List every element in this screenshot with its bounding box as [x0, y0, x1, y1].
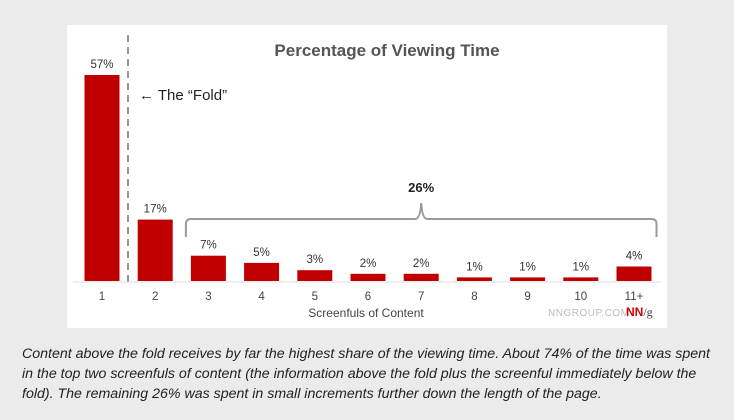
value-label-1: 57%: [90, 59, 113, 71]
chart-title: Percentage of Viewing Time: [274, 41, 499, 60]
value-label-4: 5%: [253, 247, 270, 259]
x-tick-10: 10: [574, 291, 587, 303]
value-label-5: 3%: [306, 254, 323, 266]
x-tick-8: 8: [471, 291, 477, 303]
x-tick-6: 6: [365, 291, 371, 303]
x-tick-3: 3: [205, 291, 211, 303]
bars-group: [84, 75, 652, 281]
bar-4: [244, 262, 280, 281]
fold-label: ← The “Fold”: [139, 87, 227, 104]
x-axis-label: Screenfuls of Content: [308, 306, 424, 320]
bar-11+: [616, 266, 652, 281]
value-labels-group: 57% 17% 7% 5% 3% 2% 2% 1% 1% 1% 4%: [90, 59, 642, 273]
x-tick-7: 7: [418, 291, 424, 303]
bar-8: [456, 277, 492, 281]
x-tick-1: 1: [99, 291, 105, 303]
value-label-9: 1%: [519, 261, 536, 273]
bar-2: [137, 219, 173, 281]
value-label-3: 7%: [200, 240, 217, 252]
bar-1: [84, 75, 120, 281]
nngroup-site-label: NNGROUP.COM: [548, 308, 629, 319]
bracket-label: 26%: [408, 180, 434, 195]
value-label-7: 2%: [413, 258, 430, 270]
value-label-11+: 4%: [626, 251, 643, 263]
value-label-8: 1%: [466, 261, 483, 273]
nng-logo: NN/g: [626, 305, 653, 319]
bar-9: [510, 277, 546, 281]
x-tick-labels-group: 1 2 3 4 5 6 7 8 9 10 11+: [99, 291, 644, 303]
value-label-6: 2%: [360, 258, 377, 270]
x-tick-5: 5: [312, 291, 318, 303]
x-tick-4: 4: [258, 291, 265, 303]
nng-logo-slash: /g: [643, 305, 652, 319]
bar-5: [297, 270, 333, 281]
nng-logo-main: NN: [626, 305, 643, 319]
bar-3: [190, 255, 226, 281]
bar-chart: Percentage of Viewing Time ← The “Fold” …: [73, 35, 661, 320]
bar-10: [563, 277, 599, 281]
bar-6: [350, 273, 386, 281]
x-tick-11+: 11+: [625, 291, 644, 303]
x-tick-2: 2: [152, 291, 158, 303]
value-label-2: 17%: [144, 204, 167, 216]
bracket-26-percent: [184, 202, 658, 237]
chart-card: Percentage of Viewing Time ← The “Fold” …: [67, 25, 667, 328]
value-label-10: 1%: [572, 261, 589, 273]
bar-7: [403, 273, 439, 281]
x-tick-9: 9: [524, 291, 530, 303]
figure-caption: Content above the fold receives by far t…: [22, 346, 710, 402]
